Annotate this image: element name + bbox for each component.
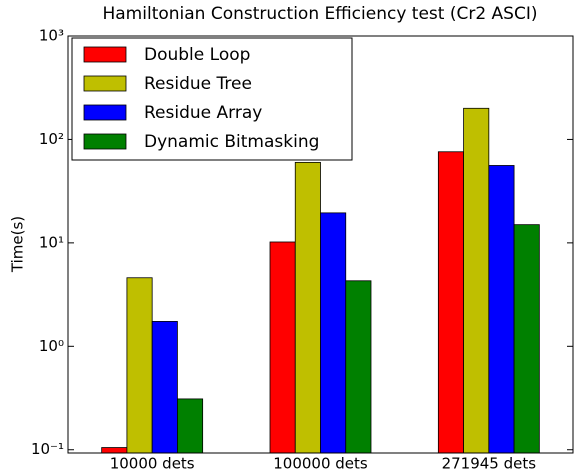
plot-frame: [67, 35, 574, 454]
bar: [126, 277, 153, 454]
bar: [269, 241, 296, 454]
bar: [320, 212, 347, 454]
y-tick-label: 10¹: [39, 233, 64, 251]
bar: [151, 321, 178, 454]
legend-label: Dynamic Bitmasking: [144, 132, 319, 152]
x-tick-label: 100000 dets: [273, 455, 368, 471]
legend-label: Double Loop: [144, 45, 250, 65]
legend-label: Residue Tree: [144, 74, 252, 94]
bar: [294, 161, 321, 454]
y-tick-label: 10⁰: [39, 337, 64, 355]
y-tick-label: 10³: [39, 27, 64, 45]
x-tick-label: 271945 dets: [442, 455, 537, 471]
legend-swatch: [83, 46, 127, 63]
legend-swatch: [83, 133, 127, 150]
bar: [463, 107, 490, 454]
x-tick-label: 10000 dets: [110, 455, 195, 471]
y-tick-label: 10²: [39, 130, 64, 148]
legend-swatch: [83, 104, 127, 121]
bar: [101, 447, 128, 454]
bar: [488, 165, 515, 454]
bar: [513, 224, 540, 454]
bar: [437, 151, 464, 454]
bar: [177, 398, 204, 454]
legend-swatch: [83, 75, 127, 92]
legend-label: Residue Array: [144, 103, 262, 123]
chart-title: Hamiltonian Construction Efficiency test…: [102, 4, 537, 24]
y-axis-label: Time(s): [9, 216, 27, 273]
bar: [345, 280, 372, 454]
y-tick-label: 10⁻¹: [31, 440, 64, 458]
